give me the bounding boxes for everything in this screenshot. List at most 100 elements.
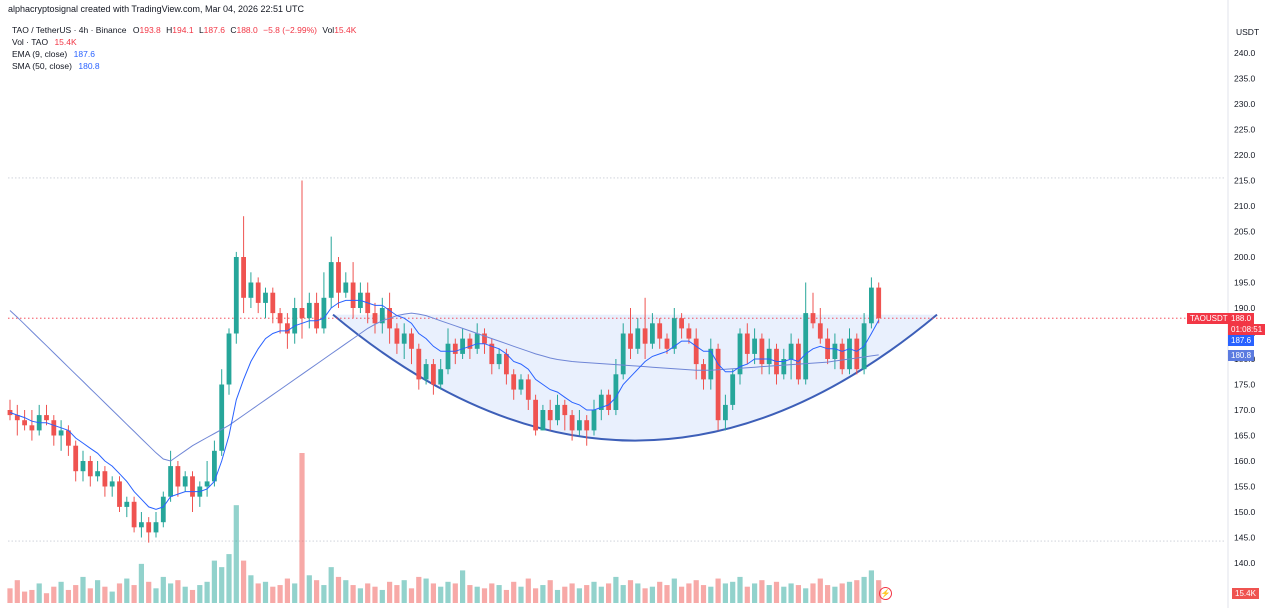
symbol-price-tag: TAOUSDT: [1187, 313, 1231, 324]
candle-body: [409, 333, 414, 349]
rounded-bottom-pattern[interactable]: [332, 313, 938, 442]
candle-body: [598, 394, 604, 410]
candle-body: [95, 471, 100, 477]
volume-bar: [613, 576, 619, 603]
volume-bar: [598, 586, 604, 603]
candle: [270, 287, 276, 324]
candle-body: [66, 430, 71, 446]
candle-body: [810, 313, 816, 324]
volume-bar: [299, 453, 305, 603]
candle-body: [686, 328, 692, 339]
candle: [416, 343, 422, 390]
candle-body: [569, 415, 575, 431]
candle-body: [525, 379, 531, 400]
candle: [664, 333, 670, 354]
candle-body: [219, 384, 225, 451]
candle-body: [613, 374, 619, 410]
candle: [613, 359, 619, 416]
legend-ema-label[interactable]: EMA (9, close): [12, 49, 68, 59]
volume-bar: [306, 575, 312, 603]
candle: [620, 323, 626, 380]
volume-bar: [277, 585, 283, 603]
candle: [504, 348, 509, 385]
volume-bar: [467, 585, 473, 603]
candle-body: [839, 343, 845, 370]
candle: [109, 476, 115, 497]
candle-body: [723, 404, 728, 421]
volume-bar: [73, 585, 79, 603]
volume-bar: [51, 586, 57, 603]
volume-bar: [657, 581, 663, 603]
candle-body: [314, 302, 319, 329]
volume-bar: [562, 586, 568, 603]
candle-body: [51, 420, 57, 436]
candle-body: [562, 404, 568, 416]
price-axis[interactable]: 140.0 145.0 150.0 155.0 160.0 165.0 170.0 175.0…: [1234, 48, 1256, 568]
volume-bar: [518, 586, 524, 603]
legend-sma-label[interactable]: SMA (50, close): [12, 61, 72, 71]
legend-symbol[interactable]: TAO / TetherUS · 4h · Binance: [12, 25, 127, 35]
volume-bar: [854, 580, 860, 603]
volume-bar: [365, 583, 371, 603]
candle: [277, 308, 283, 334]
volume-bar: [379, 589, 385, 603]
candle: [153, 512, 159, 538]
lightning-icon[interactable]: ⚡: [879, 587, 892, 600]
candle: [511, 369, 517, 400]
candle: [124, 496, 130, 518]
candle-body: [14, 415, 20, 421]
candle-body: [255, 282, 261, 303]
candle: [547, 399, 553, 431]
volume-bar: [182, 586, 188, 603]
candle-body: [679, 318, 684, 329]
price-tick-label: 235.0: [1234, 74, 1256, 84]
candle: [175, 461, 181, 497]
volume-bar: [496, 585, 502, 603]
candle-body: [671, 318, 677, 349]
volume-tag: 15.4K: [1232, 588, 1259, 599]
candle: [197, 481, 203, 507]
volume-bars: [7, 453, 882, 603]
candle-body: [372, 313, 378, 324]
candle-body: [489, 343, 495, 365]
legend-low: 187.6: [203, 25, 225, 35]
price-tick-label: 170.0: [1234, 405, 1256, 415]
candle: [569, 410, 575, 441]
volume-bar: [335, 576, 342, 603]
volume-bar: [7, 588, 13, 603]
candle: [737, 328, 743, 385]
volume-bar: [540, 585, 546, 603]
volume-bar: [423, 578, 429, 603]
volume-bar: [36, 583, 42, 603]
candle-body: [474, 333, 480, 349]
candle-body: [350, 282, 356, 308]
legend-close-label: C: [230, 25, 237, 35]
candle-body: [591, 410, 597, 431]
volume-bar: [606, 583, 612, 603]
candle-body: [781, 359, 787, 375]
last-price-tag: 188.0: [1228, 313, 1255, 324]
horizontal-lines: [8, 0, 1229, 608]
candle: [869, 277, 874, 329]
volume-bar: [58, 581, 64, 603]
candle-body: [22, 420, 27, 426]
candle: [255, 277, 261, 314]
legend-ema: 187.6: [73, 49, 95, 59]
volume-bar: [357, 588, 363, 603]
volume-bar: [138, 563, 144, 603]
price-tick-label: 155.0: [1234, 482, 1256, 492]
volume-bar: [503, 589, 509, 603]
candle: [7, 399, 13, 421]
candle-body: [292, 308, 298, 334]
candle: [460, 328, 465, 359]
candle-body: [606, 394, 611, 410]
candle: [306, 292, 312, 329]
price-tick-label: 210.0: [1234, 201, 1256, 211]
price-scale-unit[interactable]: USDT: [1236, 27, 1260, 37]
candle: [350, 262, 356, 319]
candle: [730, 369, 736, 410]
candle: [182, 471, 188, 492]
legend-vol-tao-label[interactable]: Vol · TAO: [12, 37, 49, 47]
volume-bar: [832, 586, 838, 603]
